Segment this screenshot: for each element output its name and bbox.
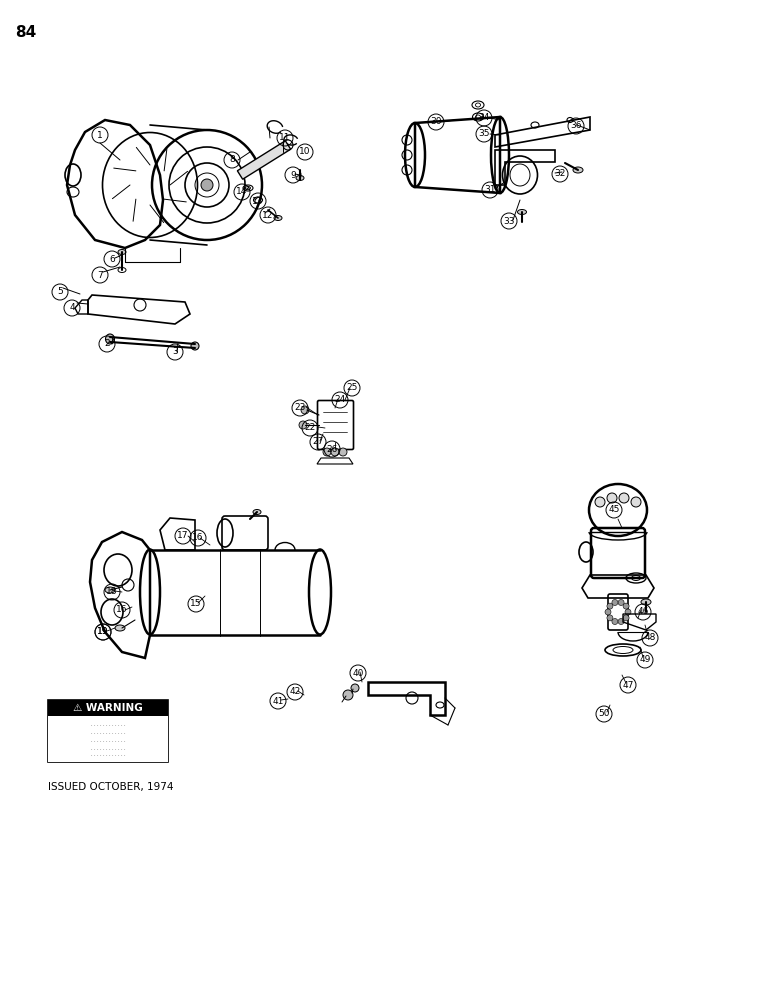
Text: 23: 23 [294, 403, 306, 412]
Circle shape [301, 406, 309, 414]
Text: 7: 7 [97, 270, 103, 279]
Text: . . . . . . . . . . . .: . . . . . . . . . . . . [91, 752, 125, 758]
Text: 84: 84 [15, 25, 36, 40]
Circle shape [605, 609, 611, 615]
Text: 30: 30 [430, 117, 442, 126]
Text: 32: 32 [554, 169, 566, 178]
Text: 47: 47 [622, 680, 634, 690]
Ellipse shape [191, 342, 199, 350]
Circle shape [618, 619, 624, 625]
Text: . . . . . . . . . . . .: . . . . . . . . . . . . [91, 746, 125, 750]
Text: 35: 35 [478, 129, 489, 138]
Text: . . . . . . . . . . . .: . . . . . . . . . . . . [91, 722, 125, 726]
Text: 46: 46 [638, 607, 648, 616]
Circle shape [595, 497, 605, 507]
Bar [48, 700, 168, 716]
Circle shape [607, 615, 613, 621]
Text: . . . . . . . . . . . .: . . . . . . . . . . . . [91, 730, 125, 734]
Ellipse shape [118, 249, 126, 254]
Circle shape [619, 493, 629, 503]
Circle shape [631, 497, 641, 507]
Text: 16: 16 [192, 534, 204, 542]
Circle shape [323, 448, 331, 456]
Ellipse shape [517, 210, 527, 215]
Text: 45: 45 [608, 506, 620, 514]
Text: 41: 41 [273, 696, 283, 706]
Ellipse shape [253, 510, 261, 514]
Bar [48, 700, 168, 762]
Text: 8: 8 [229, 155, 235, 164]
Text: 19: 19 [97, 628, 109, 637]
Text: 26: 26 [327, 444, 337, 454]
Circle shape [623, 615, 629, 621]
Text: 15: 15 [190, 599, 201, 608]
Ellipse shape [296, 176, 304, 180]
Circle shape [612, 599, 618, 605]
Text: 50: 50 [598, 710, 610, 718]
Circle shape [625, 609, 631, 615]
Text: 9: 9 [290, 170, 296, 180]
Circle shape [299, 421, 307, 429]
Circle shape [607, 493, 617, 503]
Text: 31: 31 [484, 186, 496, 194]
Ellipse shape [105, 587, 115, 593]
Text: 5: 5 [57, 288, 63, 296]
Ellipse shape [115, 625, 125, 631]
Circle shape [612, 619, 618, 625]
Circle shape [331, 448, 339, 456]
Text: 48: 48 [645, 634, 655, 643]
Ellipse shape [106, 334, 114, 344]
Bar [48, 716, 168, 762]
Text: 25: 25 [347, 383, 357, 392]
Text: 33: 33 [503, 217, 515, 226]
Text: 34: 34 [479, 113, 489, 122]
Text: 19: 19 [97, 628, 109, 637]
Text: 4: 4 [69, 304, 75, 312]
Text: ⚠ WARNING: ⚠ WARNING [73, 703, 143, 713]
Text: 42: 42 [290, 688, 300, 696]
Text: ISSUED OCTOBER, 1974: ISSUED OCTOBER, 1974 [48, 782, 174, 792]
Circle shape [339, 448, 347, 456]
Text: 16: 16 [117, 605, 127, 614]
Text: 27: 27 [313, 438, 323, 446]
Ellipse shape [274, 216, 282, 221]
Text: 12: 12 [262, 211, 274, 220]
Circle shape [201, 179, 213, 191]
Text: 14: 14 [236, 188, 248, 196]
Text: 1: 1 [97, 130, 103, 139]
Text: 40: 40 [352, 668, 364, 678]
Ellipse shape [573, 167, 583, 173]
Circle shape [618, 599, 624, 605]
Circle shape [351, 684, 359, 692]
Text: 10: 10 [300, 147, 311, 156]
Text: . . . . . . . . . . . .: . . . . . . . . . . . . [91, 738, 125, 742]
Polygon shape [237, 141, 290, 179]
Circle shape [607, 603, 613, 609]
Text: 3: 3 [172, 348, 178, 357]
Text: 36: 36 [571, 121, 582, 130]
Text: 17: 17 [178, 532, 188, 540]
Text: 24: 24 [334, 395, 346, 404]
Text: 22: 22 [304, 424, 316, 432]
Text: 11: 11 [279, 133, 291, 142]
Circle shape [623, 603, 629, 609]
Text: 18: 18 [107, 587, 118, 596]
Text: 2: 2 [104, 340, 110, 349]
Text: 6: 6 [109, 254, 115, 263]
Ellipse shape [641, 599, 651, 605]
Text: 13: 13 [252, 196, 264, 206]
Circle shape [343, 690, 353, 700]
Text: 49: 49 [639, 656, 651, 664]
